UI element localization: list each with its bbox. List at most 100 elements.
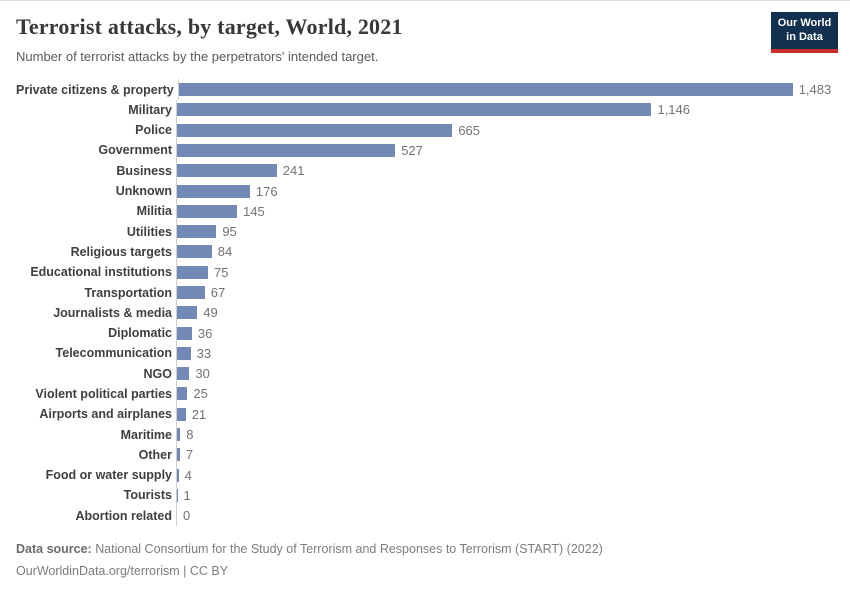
bar-row: NGO 30	[16, 363, 838, 384]
bar[interactable]	[177, 225, 217, 239]
category-label: Food or water supply	[45, 468, 172, 483]
value-label: 527	[401, 142, 423, 158]
bar-row: Government 527	[16, 140, 838, 161]
bar-track: 49	[176, 302, 838, 323]
category-label: NGO	[143, 366, 172, 381]
bar[interactable]	[178, 83, 793, 97]
bar-row: Militia 145	[16, 201, 838, 222]
data-source-text: National Consortium for the Study of Ter…	[91, 541, 603, 556]
bar-row: Religious targets 84	[16, 241, 838, 263]
category-label: Tourists	[123, 488, 172, 503]
bar-row: Educational institutions 75	[16, 262, 838, 283]
value-label: 21	[191, 406, 207, 422]
category-label: Religious targets	[70, 244, 172, 259]
bar[interactable]	[177, 265, 209, 279]
bar[interactable]	[177, 143, 396, 157]
data-source-line: Data source: National Consortium for the…	[16, 539, 838, 561]
bar-track: 25	[176, 383, 838, 405]
value-label: 84	[217, 244, 233, 260]
category-label: Other	[138, 447, 172, 462]
bar[interactable]	[177, 407, 186, 421]
bar-row: Airports and airplanes 21	[16, 404, 838, 425]
bar-track: 95	[176, 221, 838, 242]
category-label: Military	[128, 102, 172, 117]
category-label: Journalists & media	[53, 305, 172, 320]
bar-track: 75	[176, 262, 838, 283]
value-label: 49	[203, 305, 218, 321]
category-label: Police	[135, 123, 172, 138]
bar-track: 7	[176, 444, 838, 466]
bar[interactable]	[177, 346, 191, 360]
chart-subtitle: Number of terrorist attacks by the perpe…	[16, 49, 379, 65]
bar[interactable]	[177, 184, 250, 198]
value-label: 25	[193, 386, 208, 402]
bar-row: Private citizens & property 1,483	[16, 79, 838, 100]
bar-track: 241	[176, 160, 838, 181]
bar-track: 176	[176, 180, 838, 202]
bar[interactable]	[177, 164, 277, 178]
owid-logo[interactable]: Our World in Data	[771, 12, 838, 53]
bar-row: Abortion related 0	[16, 505, 838, 526]
bar[interactable]	[177, 326, 192, 340]
bar[interactable]	[177, 103, 652, 117]
bar-row: Telecommunication 33	[16, 343, 838, 364]
category-label: Utilities	[126, 224, 172, 239]
value-label: 33	[196, 345, 212, 361]
category-label: Transportation	[84, 285, 172, 300]
category-label: Militia	[136, 204, 172, 219]
value-label: 4	[184, 467, 192, 483]
data-source-label: Data source:	[16, 541, 92, 556]
bar[interactable]	[177, 245, 212, 259]
value-label: 7	[185, 447, 194, 463]
bar-track: 84	[176, 241, 838, 263]
value-label: 1,483	[798, 82, 832, 98]
category-label: Abortion related	[75, 508, 172, 523]
bar-row: Business 241	[16, 160, 838, 181]
bar[interactable]	[177, 306, 198, 320]
value-label: 95	[222, 224, 237, 240]
value-label: 67	[210, 285, 226, 300]
bar[interactable]	[177, 286, 205, 299]
bar-track: 145	[176, 201, 838, 222]
bar-track: 665	[176, 119, 838, 141]
chart-footer: Data source: National Consortium for the…	[16, 539, 838, 583]
bar[interactable]	[177, 123, 453, 137]
bar-track: 30	[176, 363, 838, 384]
category-label: Educational institutions	[30, 265, 172, 280]
value-label: 665	[458, 122, 481, 138]
owid-url-link[interactable]: OurWorldinData.org/terrorism	[16, 563, 180, 578]
bar-track: 0	[176, 505, 838, 526]
category-label: Violent political parties	[35, 386, 172, 401]
bar[interactable]	[177, 367, 190, 381]
bar[interactable]	[177, 448, 180, 462]
bar-row: Violent political parties 25	[16, 383, 838, 405]
value-label: 30	[195, 366, 210, 382]
value-label: 1,146	[657, 102, 691, 118]
value-label: 0	[183, 508, 191, 524]
bar-row: Transportation 67	[16, 282, 838, 303]
bar-row: Diplomatic 36	[16, 322, 838, 344]
bar-row: Other 7	[16, 444, 838, 466]
bar[interactable]	[177, 428, 181, 442]
bar-track: 33	[176, 343, 838, 364]
value-label: 145	[243, 203, 265, 219]
value-label: 1	[183, 487, 191, 503]
bar-track: 1,146	[176, 99, 838, 120]
bar[interactable]	[177, 204, 238, 218]
bar[interactable]	[177, 468, 179, 482]
value-label: 241	[282, 163, 305, 179]
bar-row: Tourists 1	[16, 485, 838, 506]
bar[interactable]	[177, 387, 188, 401]
bar-row: Food or water supply 4	[16, 465, 838, 486]
category-label: Unknown	[115, 184, 172, 199]
value-label: 75	[214, 264, 229, 280]
page-title: Terrorist attacks, by target, World, 202…	[16, 14, 403, 39]
owid-logo-line2: in Data	[786, 30, 823, 43]
category-label: Telecommunication	[55, 346, 172, 361]
value-label: 8	[186, 427, 194, 443]
license-label: CC BY	[189, 563, 229, 578]
value-label: 36	[197, 325, 213, 341]
bar-track: 8	[176, 424, 838, 445]
bar-track: 527	[176, 140, 838, 161]
